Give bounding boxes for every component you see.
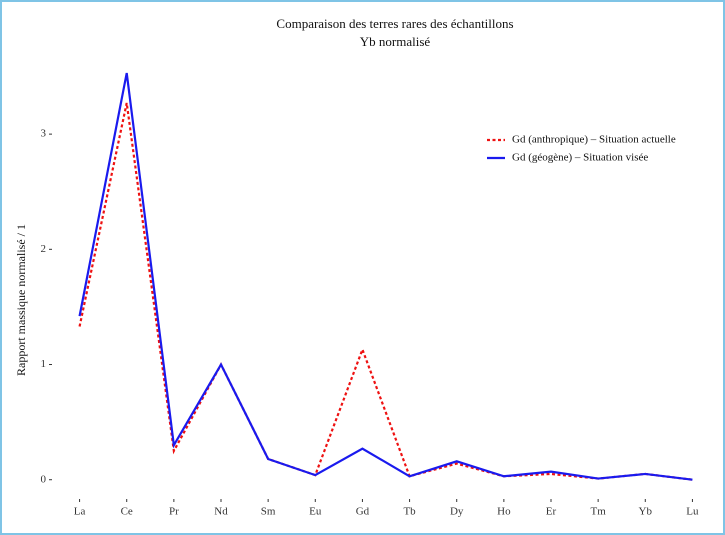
y-tick-label: 2 <box>41 243 47 255</box>
x-tick-label: Pr <box>169 506 179 518</box>
x-tick-label: Yb <box>639 506 653 518</box>
x-tick-label: Tb <box>403 506 416 518</box>
x-tick-label: Eu <box>309 506 322 518</box>
x-tick-label: Tm <box>591 506 607 518</box>
x-tick-label: Er <box>546 506 557 518</box>
y-tick-label: 1 <box>41 358 47 370</box>
series-line <box>78 102 693 481</box>
x-tick-label: Gd <box>356 506 370 518</box>
legend-label: Gd (géogène) – Situation visée <box>512 152 648 164</box>
x-tick-label: Lu <box>686 506 699 518</box>
x-tick-label: Ho <box>497 506 511 518</box>
y-axis-label: Rapport massique normalisé / 1 <box>14 224 28 376</box>
y-tick-label: 3 <box>41 128 47 140</box>
x-tick-label: La <box>74 506 86 518</box>
x-tick-label: Sm <box>261 506 276 518</box>
x-tick-label: Nd <box>214 506 228 518</box>
chart-title: Comparaison des terres rares des échanti… <box>276 16 513 31</box>
series-line <box>78 72 693 481</box>
legend-label: Gd (anthropique) – Situation actuelle <box>512 134 676 146</box>
x-tick-label: Dy <box>450 506 464 518</box>
x-tick-label: Ce <box>121 506 133 518</box>
chart-subtitle: Yb normalisé <box>360 34 431 49</box>
y-tick-label: 0 <box>41 473 47 485</box>
